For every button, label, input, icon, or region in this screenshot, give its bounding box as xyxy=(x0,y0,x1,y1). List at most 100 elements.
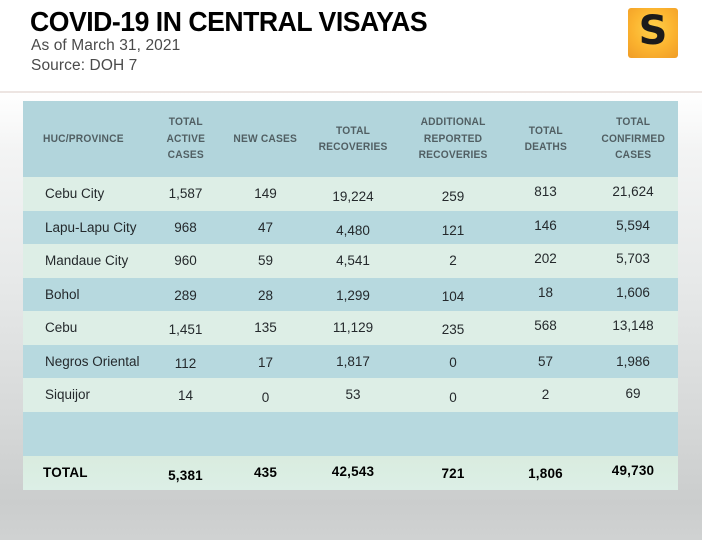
value-cell-text: 1,299 xyxy=(336,287,370,303)
province-cell: Siquijor xyxy=(23,378,143,412)
province-cell-text: Cebu City xyxy=(45,186,105,202)
value-cell-text: 0 xyxy=(449,390,457,406)
value-cell-text: 202 xyxy=(534,251,557,267)
covid-table: HUC/PROVINCE TOTAL ACTIVE CASES NEW CASES T… xyxy=(23,101,678,490)
total-value-cell: 435 xyxy=(228,456,303,491)
value-cell-text: 53 xyxy=(345,387,361,403)
sunstar-logo: S xyxy=(628,8,678,58)
total-row: TOTAL 5,381 435 42,543 721 1,806 49,730 xyxy=(23,455,678,491)
value-cell: 18 xyxy=(503,278,588,312)
value-cell-text: 19,224 xyxy=(332,189,374,205)
province-cell: Negros Oriental xyxy=(23,345,143,379)
value-cell-text: 968 xyxy=(174,219,197,235)
value-cell: 11,129 xyxy=(303,311,403,345)
value-cell: 19,224 xyxy=(303,177,403,211)
value-cell: 202 xyxy=(503,244,588,278)
column-header-text: NEW CASES xyxy=(233,132,298,145)
province-cell: Lapu-Lapu City xyxy=(23,211,143,245)
value-cell-text: 568 xyxy=(534,318,557,334)
value-cell: 813 xyxy=(503,177,588,211)
value-cell: 568 xyxy=(503,311,588,345)
column-header: TOTAL RECOVERIES xyxy=(303,101,403,177)
table-body: Cebu City 1,587 149 19,224 2 59 813 21,624 Lapu-… xyxy=(23,177,678,412)
value-cell: 121 xyxy=(403,211,503,245)
page-title: COVID-19 IN CENTRAL VISAYAS xyxy=(30,6,428,37)
value-cell-text: 5,703 xyxy=(616,251,650,267)
table-row: Bohol 289 28 1,299 104 18 1,606 xyxy=(23,277,678,312)
divider-line xyxy=(0,91,702,93)
total-value-cell-text: 49,730 xyxy=(611,463,655,479)
value-cell: 104 xyxy=(403,278,503,312)
value-cell: 57 xyxy=(503,345,588,379)
total-label-text: TOTAL xyxy=(43,465,88,481)
table-row: Cebu 1,451 135 11,129 235 568 13,148 xyxy=(23,311,678,345)
province-cell: Bohol xyxy=(23,278,143,312)
table-header-row: HUC/PROVINCE TOTAL ACTIVE CASES NEW CASES T… xyxy=(23,101,678,177)
value-cell-text: 1,451 xyxy=(168,322,203,338)
table-row: Negros Oriental 112 17 1,817 0 57 1,986 xyxy=(23,344,678,379)
value-cell-text: 21,624 xyxy=(612,184,654,200)
value-cell: 0 xyxy=(403,345,503,379)
province-cell-text: Siquijor xyxy=(45,387,91,403)
value-cell-text: 47 xyxy=(257,219,274,235)
table-row: Siquijor 14 0 53 0 2 69 xyxy=(23,378,678,412)
value-cell: 13,148 xyxy=(588,311,678,345)
value-cell: 1,587 xyxy=(143,177,228,211)
total-value-cell: 5,381 xyxy=(143,456,228,491)
as-of-date: As of March 31, 2021 xyxy=(31,37,181,54)
total-value-cell: 721 xyxy=(403,456,503,491)
value-cell: 149 xyxy=(228,177,303,211)
value-cell: 17 xyxy=(228,345,303,379)
value-cell-text: 235 xyxy=(441,322,465,338)
value-cell-text: 813 xyxy=(534,184,557,200)
value-cell: 2 xyxy=(503,378,588,412)
total-label: TOTAL xyxy=(23,456,143,491)
value-cell: 112 xyxy=(143,345,228,379)
value-cell: 135 xyxy=(228,311,303,345)
value-cell-text: 960 xyxy=(174,253,197,269)
province-cell: Cebu xyxy=(23,311,143,345)
value-cell-text: 0 xyxy=(261,390,270,406)
column-header: NEW CASES xyxy=(228,101,303,177)
value-cell: 289 xyxy=(143,278,228,312)
total-value-cell-text: 1,806 xyxy=(528,466,563,482)
value-cell: 0 xyxy=(228,378,303,412)
value-cell-text: 4,541 xyxy=(336,253,370,269)
spacer-row xyxy=(23,411,678,456)
value-cell: 1,817 xyxy=(303,345,403,379)
column-header: TOTAL ACTIVE CASES xyxy=(143,101,228,177)
total-value-cell-text: 435 xyxy=(253,465,278,481)
value-cell-text: 135 xyxy=(254,320,277,336)
value-cell-text: 18 xyxy=(537,284,554,300)
value-cell-text: 1,817 xyxy=(336,353,370,369)
column-header-text: ADDITIONAL REPORTED RECOVERIES xyxy=(418,116,488,162)
value-cell-text: 121 xyxy=(441,222,465,238)
value-cell-text: 1,606 xyxy=(616,284,650,300)
province-cell-text: Lapu-Lapu City xyxy=(45,219,137,235)
value-cell-text: 149 xyxy=(254,186,277,202)
value-cell: 1,986 xyxy=(588,345,678,379)
value-cell: 5,594 xyxy=(588,211,678,245)
value-cell: 4,541 xyxy=(303,244,403,278)
value-cell-text: 14 xyxy=(177,388,194,404)
value-cell-text: 146 xyxy=(534,217,557,233)
total-value-cell: 49,730 xyxy=(588,456,678,491)
value-cell-text: 104 xyxy=(441,288,465,304)
table-row: Mandaue City 960 59 4,541 2 202 5,703 xyxy=(23,244,678,278)
province-cell-text: Negros Oriental xyxy=(45,353,140,369)
province-cell-text: Mandaue City xyxy=(45,253,129,269)
value-cell-text: 2 xyxy=(541,387,550,403)
province-cell-text: Cebu xyxy=(45,320,78,336)
value-cell: 2 xyxy=(403,244,503,278)
province-cell-text: Bohol xyxy=(45,286,80,302)
value-cell: 47 xyxy=(228,211,303,245)
total-value-cell-text: 5,381 xyxy=(168,468,203,484)
value-cell: 1,606 xyxy=(588,278,678,312)
value-cell: 960 xyxy=(143,244,228,278)
value-cell: 69 xyxy=(588,378,678,412)
value-cell-text: 4,480 xyxy=(336,222,370,238)
value-cell-text: 1,587 xyxy=(168,186,203,202)
table-row: Cebu City 1,587 149 19,224 259 813 21,624 xyxy=(23,177,678,211)
value-cell: 59 xyxy=(228,244,303,278)
value-cell-text: 69 xyxy=(625,386,641,402)
